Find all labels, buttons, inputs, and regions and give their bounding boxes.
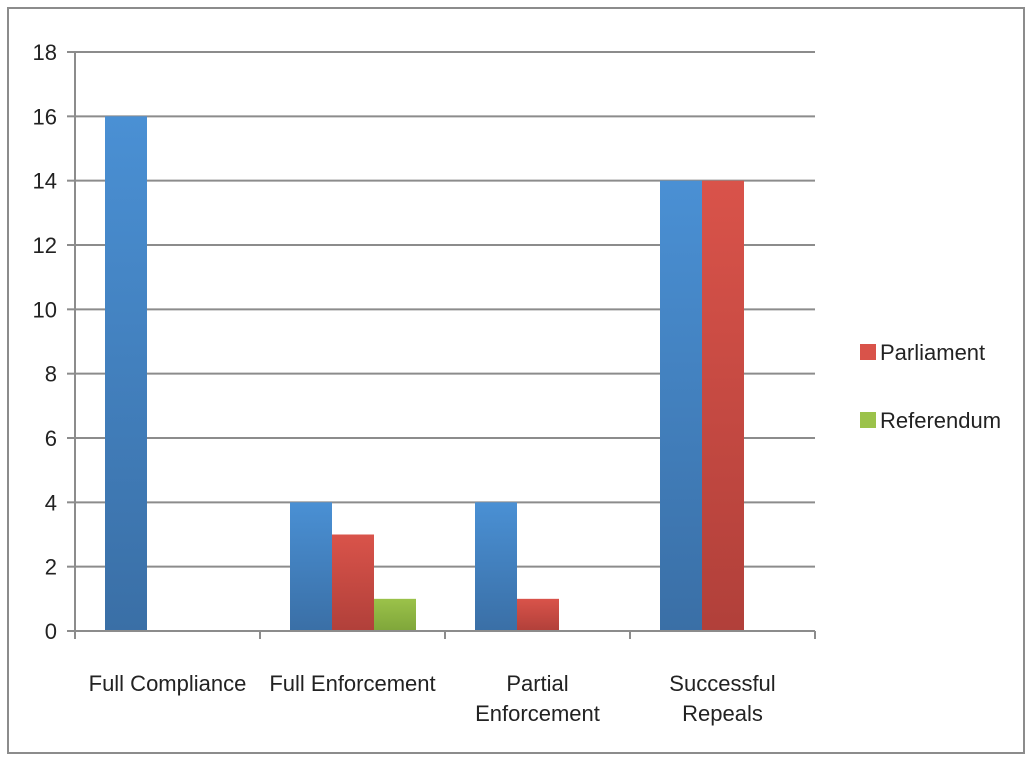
- axes: [74, 52, 816, 639]
- legend-label: Referendum: [880, 408, 1001, 433]
- bar: [290, 502, 332, 631]
- chart-border: [7, 7, 1025, 754]
- bar: [702, 180, 744, 631]
- x-category-label: Successful Repeals: [669, 671, 775, 726]
- legend: Parliament Referendum: [860, 340, 1001, 433]
- x-category-label: Full Enforcement: [269, 671, 435, 696]
- x-category-label: Full Compliance: [89, 671, 247, 696]
- y-tick-label: 4: [45, 490, 57, 515]
- legend-label: Parliament: [880, 340, 985, 365]
- y-tick-label: 6: [45, 426, 57, 451]
- y-tick-labels: 0 2 4 6 8 10 12 14 16 18: [33, 40, 57, 644]
- y-tick-label: 10: [33, 297, 57, 322]
- bar: [374, 598, 416, 631]
- category-labels: Full Compliance Full Enforcement Partial En…: [89, 671, 776, 726]
- y-tick-label: 14: [33, 169, 57, 194]
- bar: [660, 180, 702, 631]
- y-tick-label: 8: [45, 362, 57, 387]
- y-tick-label: 2: [45, 555, 57, 580]
- y-tick-label: 0: [45, 619, 57, 644]
- legend-swatch: [860, 412, 876, 428]
- legend-swatch: [860, 344, 876, 360]
- x-category-label: Partial Enforcement: [475, 671, 600, 726]
- y-tick-label: 12: [33, 233, 57, 258]
- bar: [475, 502, 517, 631]
- bars: [105, 116, 744, 632]
- bar: [517, 598, 559, 631]
- bar: [105, 116, 147, 632]
- y-tick-label: 18: [33, 40, 57, 65]
- bar: [332, 534, 374, 631]
- y-tick-label: 16: [33, 104, 57, 129]
